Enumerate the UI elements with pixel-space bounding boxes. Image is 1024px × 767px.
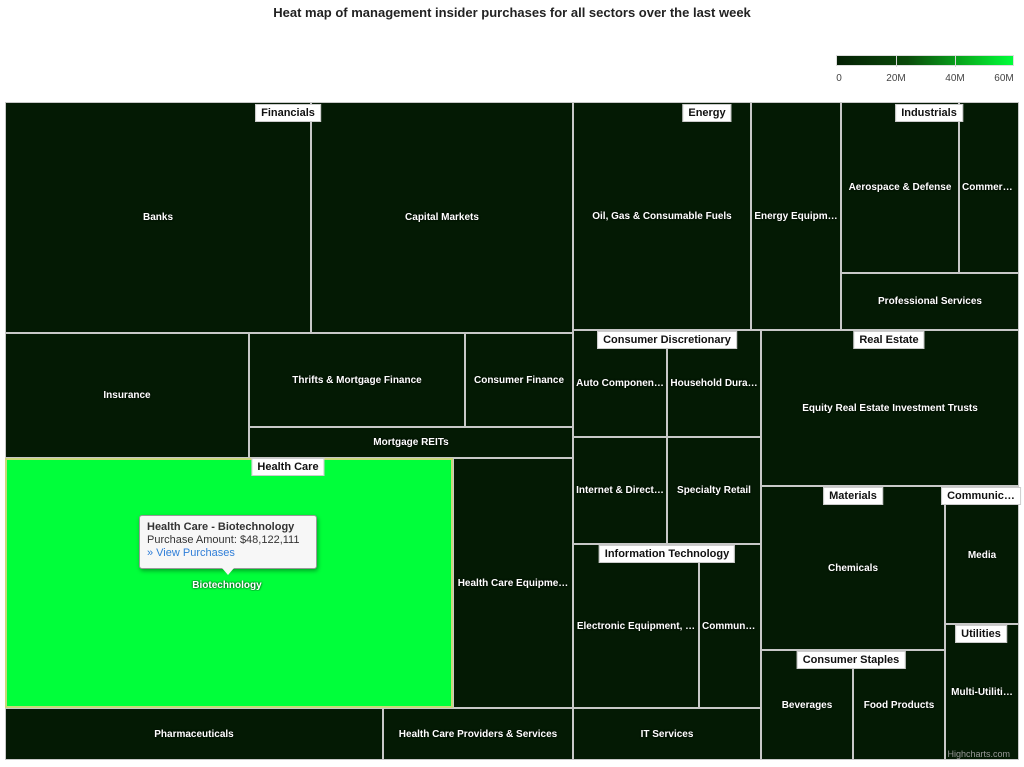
tooltip: Health Care - Biotechnology Purchase Amo… — [139, 515, 317, 575]
treemap-cell-it-services[interactable]: IT Services — [573, 708, 761, 760]
treemap-cell-label: Consumer Finance — [473, 374, 565, 386]
treemap-cell-internet-direct[interactable]: Internet & Direct… — [573, 437, 667, 544]
treemap-cell-pharmaceuticals[interactable]: Pharmaceuticals — [5, 708, 383, 760]
treemap-cell-oil-gas-consumable-fuels[interactable]: Oil, Gas & Consumable Fuels — [573, 102, 751, 330]
view-purchases-link[interactable]: » View Purchases — [147, 547, 235, 559]
treemap-cell-energy-equipm[interactable]: Energy Equipm… — [751, 102, 841, 330]
sector-label-materials: Materials — [823, 487, 883, 505]
legend-tick — [896, 56, 897, 67]
treemap-cell-label: Electronic Equipment, … — [576, 620, 696, 632]
treemap-cell-label: Chemicals — [827, 562, 879, 574]
sector-label-consumer-staples: Consumer Staples — [796, 651, 906, 669]
treemap-cell-insurance[interactable]: Insurance — [5, 333, 249, 458]
treemap-cell-label: Insurance — [103, 390, 151, 401]
treemap-cell-label: Household Dura… — [670, 378, 758, 389]
treemap-cell-label: Biotechnology — [192, 579, 262, 591]
sector-label-health-care: Health Care — [251, 458, 325, 476]
treemap-cell-communi[interactable]: Communi… — [699, 544, 761, 708]
treemap-cell-label: Pharmaceuticals — [154, 728, 234, 740]
treemap-cell-label: Equity Real Estate Investment Trusts — [802, 402, 978, 414]
treemap-cell-label: Specialty Retail — [677, 485, 751, 496]
treemap-cell-label: Banks — [142, 212, 173, 223]
treemap-cell-equity-real-estate-investment-trusts[interactable]: Equity Real Estate Investment Trusts — [761, 330, 1019, 486]
chart-title: Heat map of management insider purchases… — [273, 5, 751, 20]
sector-label-utilities: Utilities — [955, 625, 1007, 643]
sector-label-industrials: Industrials — [895, 104, 963, 122]
treemap-cell-label: Professional Services — [878, 296, 982, 307]
treemap-cell-label: Thrifts & Mortgage Finance — [292, 374, 422, 386]
treemap-cell-label: IT Services — [640, 728, 694, 740]
treemap-cell-commerc[interactable]: Commerc… — [959, 102, 1019, 273]
treemap-cell-consumer-finance[interactable]: Consumer Finance — [465, 333, 573, 427]
sector-label-financials: Financials — [255, 104, 321, 122]
treemap-cell-label: Commerc… — [962, 182, 1018, 193]
sector-label-energy: Energy — [682, 104, 732, 122]
treemap-cell-label: Mortgage REITs — [373, 437, 449, 448]
treemap-cell-health-care-providers-services[interactable]: Health Care Providers & Services — [383, 708, 573, 760]
sector-label-consumer-discretionary: Consumer Discretionary — [597, 331, 737, 349]
treemap-cell-media[interactable]: Media — [945, 486, 1019, 624]
treemap-cell-capital-markets[interactable]: Capital Markets — [311, 102, 573, 333]
treemap-cell-mortgage-reits[interactable]: Mortgage REITs — [249, 427, 573, 458]
treemap-cell-banks[interactable]: Banks — [5, 102, 311, 333]
treemap-cell-thrifts-mortgage-finance[interactable]: Thrifts & Mortgage Finance — [249, 333, 465, 427]
treemap-cell-specialty-retail[interactable]: Specialty Retail — [667, 437, 761, 544]
sector-label-real-estate: Real Estate — [853, 331, 925, 349]
treemap-cell-label: Health Care Providers & Services — [398, 728, 558, 740]
color-legend-bar — [836, 55, 1014, 67]
legend-tick — [955, 56, 956, 67]
treemap-cell-label: Multi-Utiliti… — [951, 686, 1013, 698]
treemap-cell-electronic-equipment[interactable]: Electronic Equipment, … — [573, 544, 699, 708]
legend-label-0: 0 — [836, 73, 842, 84]
color-legend: 0 20M 40M 60M — [836, 55, 1014, 84]
tooltip-amount: Purchase Amount: $48,122,111 — [147, 534, 300, 546]
treemap-cell-label: Energy Equipm… — [754, 210, 838, 222]
treemap-cell-label: Auto Componen… — [576, 378, 664, 389]
sector-label-information-technology: Information Technology — [598, 545, 736, 563]
treemap-cell-label: Media — [967, 549, 997, 561]
treemap: Banks Capital Markets Insurance Thrifts & M… — [5, 102, 1021, 760]
treemap-cell-multi-utiliti[interactable]: Multi-Utiliti… — [945, 624, 1019, 760]
sector-label-communic: Communic… — [941, 487, 1021, 505]
treemap-cell-label: Beverages — [781, 699, 833, 711]
treemap-cell-label: Health Care Equipme… — [457, 577, 569, 589]
legend-label-40m: 40M — [945, 73, 965, 84]
tooltip-title: Health Care - Biotechnology — [147, 521, 295, 533]
treemap-cell-label: Food Products — [863, 699, 935, 711]
credits-link[interactable]: Highcharts.com — [947, 749, 1010, 759]
treemap-cell-professional-services[interactable]: Professional Services — [841, 273, 1019, 330]
treemap-cell-biotechnology[interactable]: Biotechnology — [5, 458, 453, 708]
treemap-cell-health-care-equipme[interactable]: Health Care Equipme… — [453, 458, 573, 708]
treemap-cell-aerospace-defense[interactable]: Aerospace & Defense — [841, 102, 959, 273]
treemap-cell-label: Aerospace & Defense — [848, 182, 952, 193]
treemap-cell-label: Communi… — [702, 620, 759, 632]
treemap-cell-chemicals[interactable]: Chemicals — [761, 486, 945, 650]
treemap-cell-label: Oil, Gas & Consumable Fuels — [592, 210, 732, 222]
legend-label-20m: 20M — [886, 73, 906, 84]
legend-label-60m: 60M — [994, 73, 1014, 84]
treemap-cell-label: Internet & Direct… — [576, 485, 664, 496]
treemap-cell-label: Capital Markets — [405, 212, 479, 223]
